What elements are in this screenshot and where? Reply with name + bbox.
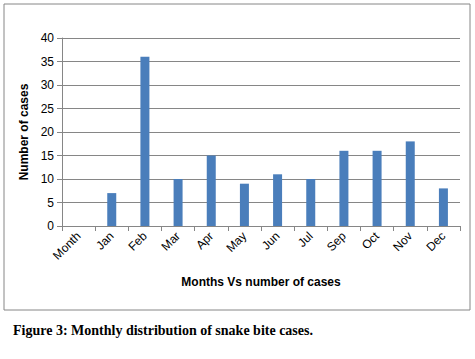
- svg-text:Jun: Jun: [259, 229, 283, 253]
- svg-text:10: 10: [41, 172, 55, 186]
- svg-text:Monthly distribution of snake: Monthly distribution of snake bite cases…: [68, 323, 313, 338]
- svg-text:Apr: Apr: [193, 229, 216, 252]
- svg-text:35: 35: [41, 55, 55, 69]
- svg-text:Mar: Mar: [159, 229, 184, 254]
- svg-text:5: 5: [47, 196, 54, 210]
- svg-text:15: 15: [41, 149, 55, 163]
- svg-text:Nov: Nov: [390, 229, 415, 254]
- svg-text:Oct: Oct: [359, 229, 383, 253]
- svg-text:Number of cases: Number of cases: [17, 83, 31, 180]
- svg-text:Feb: Feb: [125, 229, 150, 254]
- svg-text:Month: Month: [50, 229, 83, 262]
- svg-text:Months Vs number of cases: Months Vs number of cases: [181, 275, 341, 289]
- svg-text:Jan: Jan: [93, 229, 117, 253]
- svg-text:25: 25: [41, 102, 55, 116]
- svg-text:Jul: Jul: [295, 229, 316, 250]
- svg-text:20: 20: [41, 125, 55, 139]
- svg-text:Sep: Sep: [324, 229, 349, 254]
- svg-text:30: 30: [41, 78, 55, 92]
- svg-text:Figure 3:: Figure 3:: [13, 323, 68, 338]
- svg-text:0: 0: [47, 219, 54, 233]
- svg-text:May: May: [223, 229, 249, 255]
- svg-text:40: 40: [41, 31, 55, 45]
- svg-text:Dec: Dec: [423, 229, 448, 254]
